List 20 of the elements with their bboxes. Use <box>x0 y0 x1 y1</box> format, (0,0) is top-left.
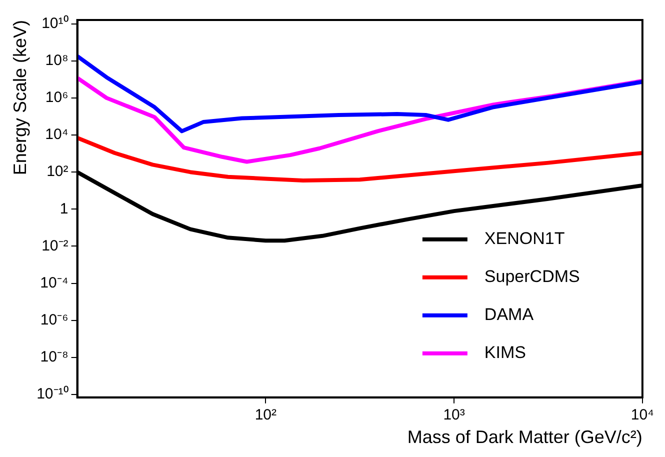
legend-label: KIMS <box>484 343 526 362</box>
y-tick-label: 10⁸ <box>45 52 68 69</box>
legend-label: DAMA <box>484 305 534 324</box>
y-tick-label: 10⁻⁸ <box>40 348 68 366</box>
x-axis-title: Mass of Dark Matter (GeV/c²) <box>407 427 642 448</box>
y-axis-title: Energy Scale (keV) <box>10 20 30 176</box>
y-tick-label: 10⁶ <box>45 89 68 106</box>
y-tick-label: 10⁻² <box>42 237 68 254</box>
y-tick-label: 10¹⁰ <box>42 14 68 32</box>
y-tick-label: 10⁴ <box>45 126 68 144</box>
y-tick-label: 1 <box>60 200 68 218</box>
x-tick-label: 10³ <box>443 406 465 424</box>
y-tick-label: 10⁻⁴ <box>40 274 68 292</box>
x-tick-label: 10² <box>254 406 277 424</box>
y-tick-label: 10² <box>46 163 68 180</box>
y-tick-label: 10⁻⁶ <box>40 312 68 329</box>
y-tick-label: 10⁻¹⁰ <box>36 386 68 403</box>
x-tick-label: 10⁴ <box>630 406 654 424</box>
legend-label: XENON1T <box>484 229 565 248</box>
legend-label: SuperCDMS <box>484 267 580 286</box>
